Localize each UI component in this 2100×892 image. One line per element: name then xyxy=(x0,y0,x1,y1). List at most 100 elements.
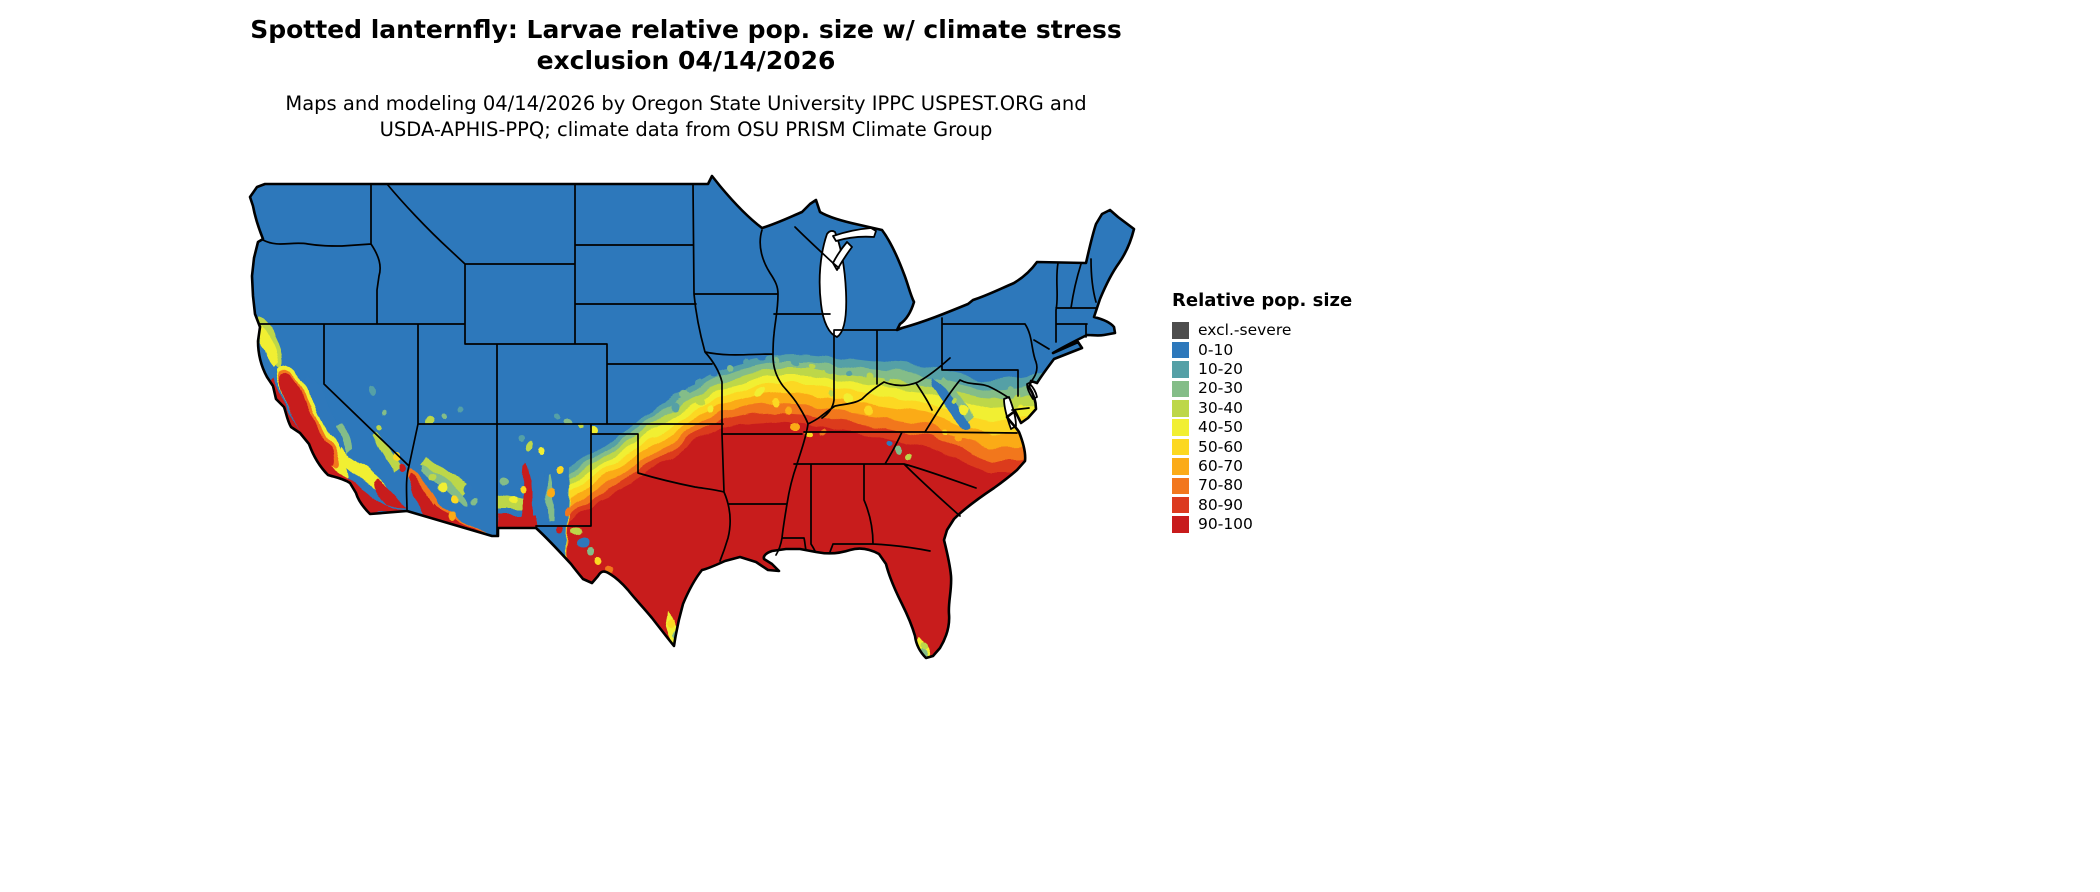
terrain-speckle-b0_10 xyxy=(712,371,718,377)
terrain-speckle-b40_50 xyxy=(704,406,712,414)
terrain-speckle-b20_30 xyxy=(502,476,510,484)
choropleth-layer xyxy=(250,176,1134,667)
terrain-speckle-b40_50 xyxy=(539,449,545,455)
terrain-speckle-b20_30 xyxy=(566,416,574,424)
terrain-speckle-b50_60 xyxy=(519,487,525,493)
legend-label: excl.-severe xyxy=(1198,321,1292,340)
terrain-speckle-b0_10 xyxy=(887,441,893,447)
terrain-speckle-b10_20 xyxy=(457,407,463,413)
legend-swatch xyxy=(1172,477,1189,495)
terrain-speckle-b90_100 xyxy=(904,663,908,667)
terrain-speckle-b30_40 xyxy=(526,442,534,450)
terrain-speckle-b20_30 xyxy=(885,376,891,382)
terrain-patch-b40_50 xyxy=(258,328,278,364)
legend-label: 40-50 xyxy=(1198,418,1244,437)
us-map xyxy=(248,174,1136,667)
terrain-speckle-b10_20 xyxy=(845,369,851,375)
legend-label: 20-30 xyxy=(1198,379,1244,398)
terrain-speckle-b50_60 xyxy=(866,406,874,414)
map-subtitle: Maps and modeling 04/14/2026 by Oregon S… xyxy=(186,91,1186,143)
terrain-speckle-b70_80 xyxy=(606,564,614,572)
legend-entry: excl.-severe xyxy=(1172,321,1352,340)
legend-entry: 80-90 xyxy=(1172,496,1352,515)
terrain-speckle-b70_80 xyxy=(564,506,572,514)
legend-entry: 60-70 xyxy=(1172,457,1352,476)
terrain-patch-b90_100 xyxy=(496,516,536,534)
legend-entry: 40-50 xyxy=(1172,418,1352,437)
legend-label: 10-20 xyxy=(1198,359,1244,378)
terrain-patch-b0_10 xyxy=(307,376,344,448)
legend-swatch xyxy=(1172,458,1189,475)
legend-label: 50-60 xyxy=(1198,437,1244,456)
map-legend: Relative pop. size excl.-severe 0-10 10-20… xyxy=(1172,290,1352,534)
legend-label: 90-100 xyxy=(1198,515,1253,534)
terrain-speckle-b30_40 xyxy=(810,363,816,369)
figure-header: Spotted lanternfly: Larvae relative pop.… xyxy=(186,14,1186,143)
terrain-patch-b90_100 xyxy=(408,472,442,531)
terrain-speckle-b60_70 xyxy=(956,436,964,444)
legend-label: 80-90 xyxy=(1198,495,1244,514)
legend-swatch xyxy=(1172,516,1189,533)
terrain-speckle-b20_30 xyxy=(680,389,690,399)
terrain-speckle-b90_100 xyxy=(914,660,918,664)
terrain-speckle-b20_30 xyxy=(896,446,904,454)
terrain-speckle-b30_40 xyxy=(907,453,913,459)
legend-swatch xyxy=(1172,438,1189,456)
terrain-patch-b90_100 xyxy=(522,462,533,530)
terrain-speckle-b30_40 xyxy=(920,642,928,650)
legend-swatch xyxy=(1172,400,1189,417)
map-title: Spotted lanternfly: Larvae relative pop.… xyxy=(186,14,1186,76)
terrain-speckle-b50_60 xyxy=(594,556,602,564)
terrain-speckle-b60_70 xyxy=(790,422,800,432)
terrain-speckle-b90_100 xyxy=(895,661,899,665)
map-title-line1: Spotted lanternfly: Larvae relative pop.… xyxy=(250,15,1122,44)
terrain-patch-b30_40 xyxy=(372,432,400,471)
terrain-speckle-b30_40 xyxy=(953,399,959,405)
terrain-speckle-b10_20 xyxy=(557,413,563,419)
terrain-speckle-b10_20 xyxy=(517,435,523,441)
terrain-speckle-b20_30 xyxy=(1007,386,1013,392)
terrain-speckle-b50_60 xyxy=(971,417,977,423)
map-title-line2: exclusion 04/14/2026 xyxy=(536,46,836,75)
terrain-speckle-b60_70 xyxy=(786,406,794,414)
terrain-speckle-b70_80 xyxy=(819,428,825,434)
map-subtitle-line2: USDA-APHIS-PPQ; climate data from OSU PR… xyxy=(379,118,993,141)
legend-swatch xyxy=(1172,496,1189,514)
legend-label: 30-40 xyxy=(1198,398,1244,417)
legend-swatch xyxy=(1172,419,1189,436)
terrain-speckle-b70_80 xyxy=(970,447,978,455)
terrain-speckle-b30_40 xyxy=(572,526,580,534)
terrain-patch-b30_40 xyxy=(420,456,470,495)
legend-rows: excl.-severe 0-10 10-20 20-30 30-40 40-50 50-6… xyxy=(1172,321,1352,534)
terrain-speckle-b30_40 xyxy=(677,637,683,643)
chesapeake-bay xyxy=(1003,396,1017,430)
terrain-speckle-b30_40 xyxy=(866,372,874,380)
terrain-speckle-b40_50 xyxy=(961,406,969,414)
terrain-speckle-b30_40 xyxy=(426,416,434,424)
legend-label: 70-80 xyxy=(1198,476,1244,495)
terrain-speckle-b20_30 xyxy=(726,363,734,371)
terrain-speckle-b10_20 xyxy=(671,402,679,410)
legend-entry: 90-100 xyxy=(1172,515,1352,534)
legend-entry: 70-80 xyxy=(1172,476,1352,495)
legend-swatch xyxy=(1172,361,1189,378)
terrain-speckle-b50_60 xyxy=(452,496,460,504)
straits-of-mackinac xyxy=(832,227,877,242)
legend-entry: 50-60 xyxy=(1172,437,1352,456)
legend-title: Relative pop. size xyxy=(1172,290,1353,311)
map-subtitle-line1: Maps and modeling 04/14/2026 by Oregon S… xyxy=(285,92,1087,115)
legend-swatch xyxy=(1172,322,1189,339)
terrain-speckle-b20_30 xyxy=(473,497,479,503)
terrain-speckle-b90_100 xyxy=(397,463,405,471)
terrain-patch-b20_30 xyxy=(547,476,554,519)
green-bay xyxy=(832,241,853,271)
legend-swatch xyxy=(1172,380,1189,398)
terrain-speckle-b50_60 xyxy=(772,398,780,406)
terrain-speckle-b40_50 xyxy=(508,496,516,504)
terrain-speckle-b30_40 xyxy=(377,425,383,431)
terrain-speckle-b10_20 xyxy=(743,358,749,364)
choropleth-terrain-patches xyxy=(254,318,1025,667)
terrain-speckle-b0_10 xyxy=(576,536,588,548)
terrain-speckle-b60_70 xyxy=(448,512,456,520)
